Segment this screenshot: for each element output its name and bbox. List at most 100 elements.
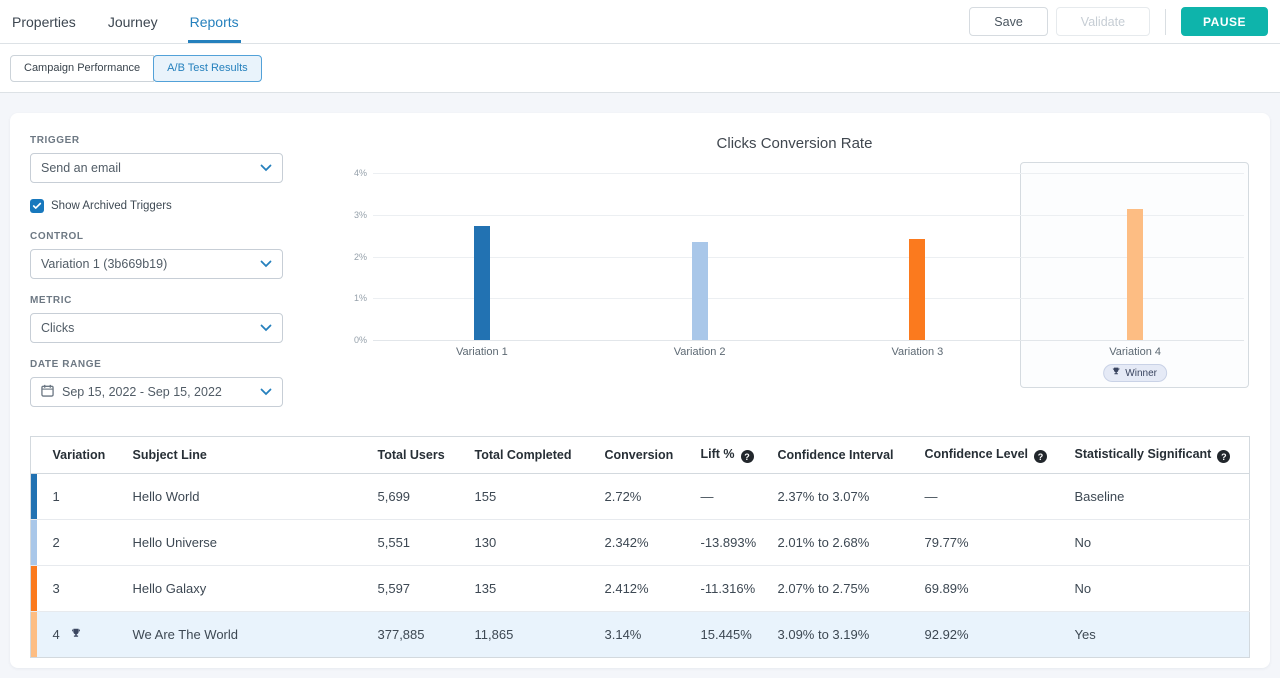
cell-confidence-level: 69.89% [908,565,1059,612]
chart-title: Clicks Conversion Rate [716,135,873,152]
cell-conversion: 3.14% [588,611,685,658]
variation-color-bar [30,473,37,520]
tab-campaign-performance[interactable]: Campaign Performance [10,54,155,82]
show-archived-checkbox[interactable]: Show Archived Triggers [30,199,283,213]
column-label: Subject Line [132,448,207,462]
cell-total-completed: 155 [458,473,589,520]
column-label: Confidence Level [924,446,1029,461]
cell-subject: We Are The World [116,611,362,658]
date-range-select[interactable]: Sep 15, 2022 - Sep 15, 2022 [30,377,283,407]
cell-total-users: 5,597 [361,565,459,612]
header-actions: Save Validate PAUSE [967,0,1270,43]
column-header-lift-: Lift %? [684,436,762,474]
table-row-variation-1: 1 Hello World 5,699 155 2.72% —2.37% to 3.07%… [30,473,1250,520]
tab-ab-test-results[interactable]: A/B Test Results [153,54,262,82]
cell-confidence-level: 92.92% [908,611,1059,658]
date-range-field: DATE RANGE Sep 15, 2022 - Sep 15, 2022 [30,359,283,407]
column-header-statistically-significant: Statistically Significant? [1058,436,1250,474]
content-area: TRIGGER Send an email Show Archived T [0,93,1280,678]
bar-variation-1 [473,226,490,340]
cell-subject: Hello Universe [116,519,362,566]
chevron-down-icon [260,257,272,271]
save-button[interactable]: Save [969,7,1048,36]
gridline [373,256,1244,258]
cell-lift: -11.316% [684,565,762,612]
filters-sidebar: TRIGGER Send an email Show Archived T [30,135,283,423]
cell-total-completed: 130 [458,519,589,566]
column-header-subject-line: Subject Line [116,436,362,474]
winner-badge-label: Winner [1125,367,1157,379]
vertical-divider [1165,8,1167,35]
help-icon[interactable]: ? [1217,450,1231,464]
help-icon[interactable]: ? [740,450,754,464]
checkmark-icon [30,199,44,213]
cell-lift: 15.445% [684,611,762,658]
cell-significant: No [1058,519,1250,566]
chart-x-axis-labels: Variation 1 Variation 2 Variation 3 Variati… [373,346,1244,360]
top-navigation: Properties Journey Reports Save Validate… [0,0,1280,44]
table-row-variation-2: 2 Hello Universe 5,551 130 2.342% -13.893% 2.0… [30,519,1250,566]
show-archived-label: Show Archived Triggers [51,200,172,212]
trigger-label: TRIGGER [30,135,80,146]
x-axis-label: Variation 2 [673,346,726,358]
y-axis-tick: 3% [353,209,367,220]
cell-conversion: 2.72% [588,473,685,520]
gridline [373,214,1244,216]
validate-button[interactable]: Validate [1055,7,1151,36]
cell-subject: Hello World [116,473,362,520]
x-axis-label: Variation 3 [891,346,944,358]
chart-section: TRIGGER Send an email Show Archived T [30,135,1250,423]
cell-subject: Hello Galaxy [116,565,362,612]
metric-field: METRIC Clicks [30,295,283,343]
column-header-conversion: Conversion [588,436,685,474]
column-header-total-users: Total Users [361,436,459,474]
results-table: Variation Subject Line Total Users Total Co… [30,436,1250,658]
column-header-confidence-interval: Confidence Interval [761,436,909,474]
x-axis-label: Variation 4 [1109,346,1162,358]
chevron-down-icon [260,321,272,335]
metric-label: METRIC [30,295,72,306]
y-axis-tick: 4% [353,168,367,178]
control-value: Variation 1 (3b669b19) [41,257,168,271]
column-header-total-completed: Total Completed [458,436,589,474]
cell-total-users: 5,551 [361,519,459,566]
chart-plot-area: 4% 3% 2% 1% 0% [354,168,1244,345]
cell-lift: — [684,473,762,520]
tab-reports[interactable]: Reports [187,0,241,43]
trigger-value: Send an email [41,161,121,175]
cell-confidence-interval: 2.01% to 2.68% [761,519,909,566]
help-icon[interactable]: ? [1034,450,1047,464]
chevron-down-icon [260,385,272,399]
tab-properties[interactable]: Properties [12,13,76,30]
cell-total-users: 377,885 [361,611,459,658]
metric-select[interactable]: Clicks [30,313,283,343]
cell-significant: Baseline [1058,473,1250,520]
table-header-row: Variation Subject Line Total Users Total Co… [30,436,1250,474]
cell-confidence-level: 79.77% [908,519,1059,566]
y-axis-tick: 1% [353,293,367,304]
control-field: CONTROL Variation 1 (3b669b19) [30,231,283,279]
column-label: Lift % [700,446,735,461]
cell-variation: 2 [36,519,117,566]
pause-button[interactable]: PAUSE [1181,7,1268,36]
control-select[interactable]: Variation 1 (3b669b19) [30,249,283,279]
table-row-variation-3: 3 Hello Galaxy 5,597 135 2.412% -11.316% 2.07%… [30,565,1250,612]
trophy-icon [70,628,82,643]
control-label: CONTROL [30,231,84,242]
report-subnav: Campaign Performance A/B Test Results [0,44,1280,93]
variation-color-bar [30,519,37,566]
gridline [373,173,1244,174]
trophy-icon [1111,367,1121,380]
winner-badge: Winner [1103,364,1167,382]
trigger-select[interactable]: Send an email [30,153,283,183]
cell-lift: -13.893% [684,519,762,566]
cell-confidence-interval: 3.09% to 3.19% [761,611,909,658]
cell-variation: 1 [36,473,117,520]
cell-total-users: 5,699 [361,473,459,520]
column-label: Total Users [377,448,445,462]
cell-conversion: 2.342% [588,519,685,566]
column-label: Statistically Significant [1074,446,1212,461]
tab-journey[interactable]: Journey [107,13,158,30]
date-range-label: DATE RANGE [30,359,102,370]
